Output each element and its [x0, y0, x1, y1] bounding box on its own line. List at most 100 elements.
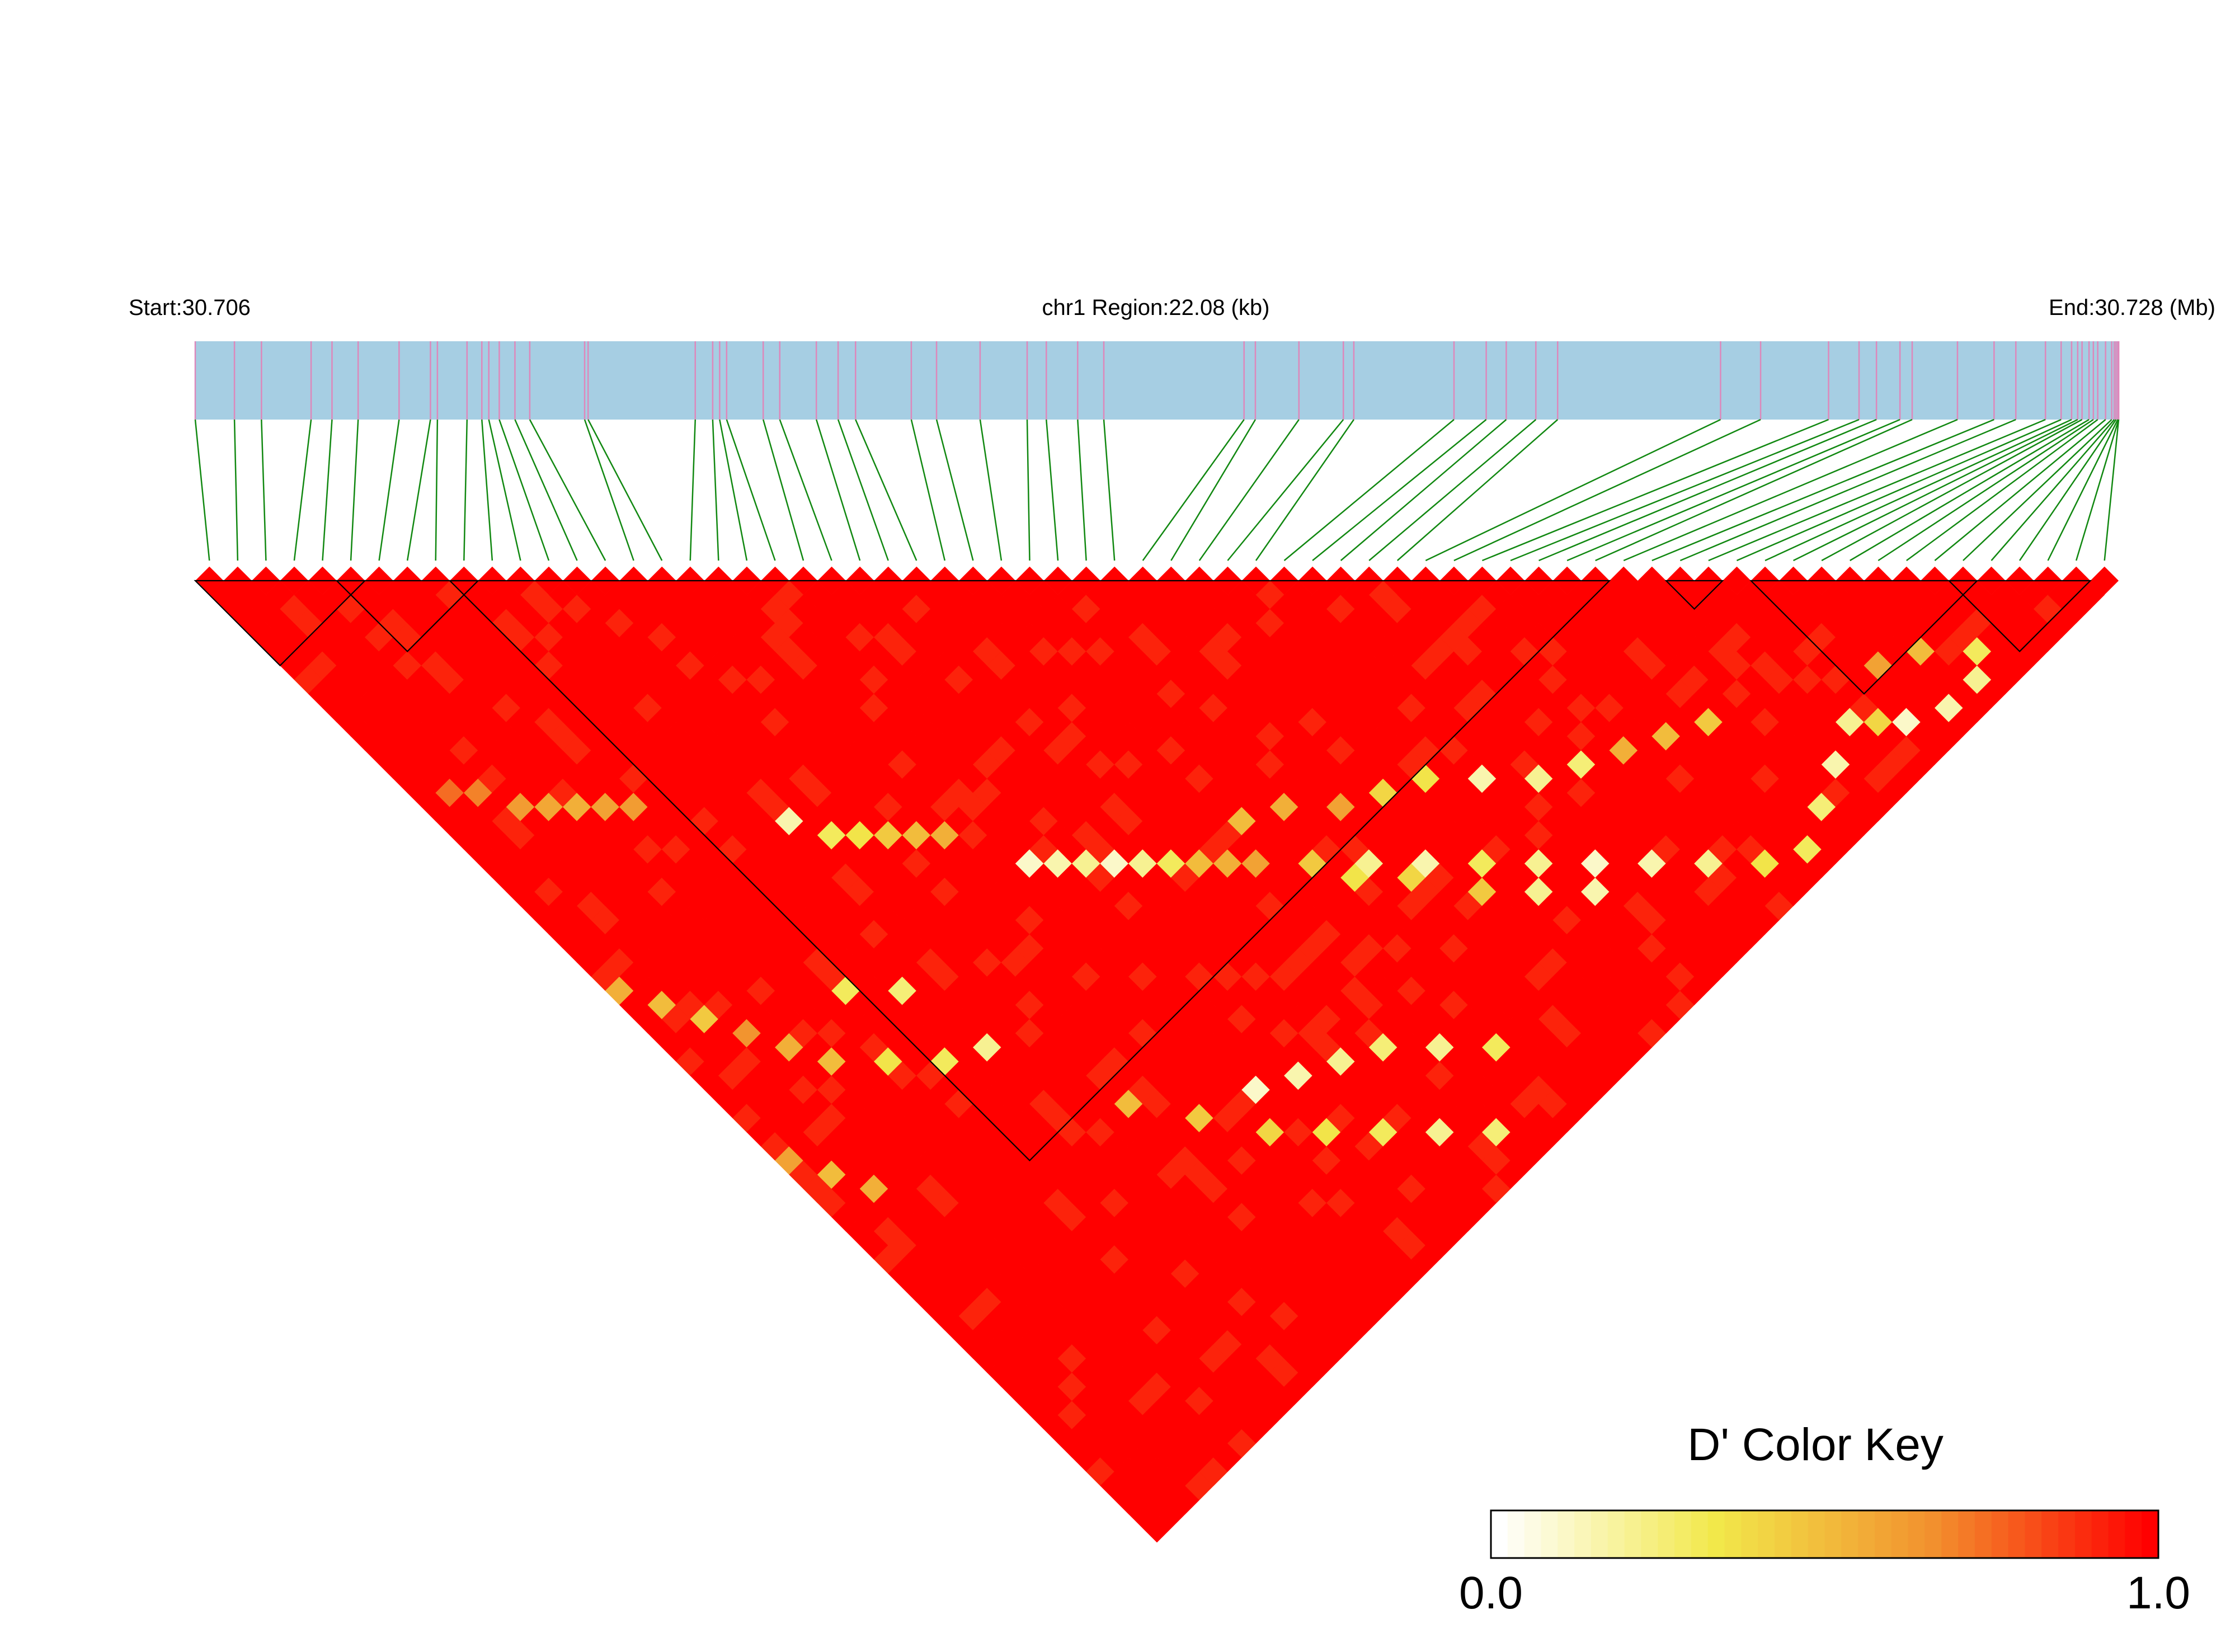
snp-connector: [763, 419, 804, 561]
color-key-bar: [1491, 1510, 2159, 1558]
ld-block-outline: [194, 580, 367, 667]
color-key-swatch: [1824, 1510, 1842, 1558]
snp-connector: [1142, 419, 1245, 561]
snp-connector: [514, 419, 578, 561]
snp-connector: [350, 419, 359, 561]
snp-connector: [1878, 418, 2094, 562]
snp-connector: [910, 419, 946, 561]
snp-connector: [1679, 418, 2016, 562]
snp-connector: [498, 419, 550, 561]
snp-connector: [1453, 418, 1761, 562]
snp-connector: [1170, 419, 1257, 561]
color-key-swatch: [1841, 1510, 1858, 1558]
end-label: End:30.728 (Mb): [2049, 295, 2215, 320]
snp-connector: [1566, 418, 1900, 562]
color-key-swatch: [1941, 1510, 1959, 1558]
snp-connector: [719, 419, 748, 561]
color-key-swatch: [2142, 1510, 2159, 1558]
snp-connector-lines: [194, 418, 2120, 562]
snp-connector: [529, 419, 606, 561]
color-key-title: D' Color Key: [1687, 1419, 1944, 1470]
snp-connector: [1821, 418, 2083, 562]
snp-connector: [378, 419, 400, 561]
gene-track-bar: [195, 341, 2119, 420]
color-key-swatch: [1724, 1510, 1742, 1558]
snp-connector: [1312, 419, 1487, 561]
snp-connector: [712, 419, 719, 561]
snp-connector: [1765, 418, 2072, 562]
snp-connector: [488, 419, 521, 561]
color-key-swatch: [1624, 1510, 1642, 1558]
snp-connector: [1595, 418, 1913, 562]
snp-connector: [1198, 419, 1300, 561]
color-key-swatch: [1641, 1510, 1658, 1558]
snp-connector: [481, 419, 493, 561]
snp-connector: [435, 419, 439, 561]
color-key-swatch: [1991, 1510, 2009, 1558]
ld-block-outline: [1664, 580, 1724, 610]
color-key-swatch: [2058, 1510, 2076, 1558]
color-key-swatch: [2025, 1510, 2042, 1558]
snp-connector: [1077, 419, 1087, 561]
color-key-swatch: [1775, 1510, 1792, 1558]
ld-haplotype-blocks: [194, 580, 2092, 1162]
snp-connector: [463, 419, 468, 561]
snp-connector: [233, 419, 239, 561]
snp-connector: [1046, 419, 1059, 561]
color-key-swatch: [1891, 1510, 1909, 1558]
snp-connector: [1538, 418, 1877, 562]
snp-connector: [1368, 419, 1537, 561]
ld-block-outline: [1749, 580, 1979, 695]
snp-connector: [1793, 418, 2078, 562]
color-key-max-label: 1.0: [2126, 1568, 2190, 1618]
snp-connector: [726, 419, 776, 561]
color-key-swatch: [1858, 1510, 1875, 1558]
snp-connector: [855, 419, 917, 561]
color-key-swatch: [1507, 1510, 1525, 1558]
snp-connector: [1255, 419, 1354, 561]
color-key-swatch: [1541, 1510, 1559, 1558]
ld-diagonal-marker: [1609, 566, 1638, 595]
color-key-swatch: [1658, 1510, 1675, 1558]
snp-connector: [815, 419, 861, 561]
color-key-swatch: [1707, 1510, 1725, 1558]
color-key-swatch: [1741, 1510, 1758, 1558]
snp-connector: [1510, 418, 1860, 562]
color-key-swatch: [2008, 1510, 2026, 1558]
snp-connector: [935, 419, 974, 561]
snp-connector: [293, 419, 312, 561]
snp-connector: [322, 419, 333, 561]
snp-connector: [1850, 418, 2090, 562]
snp-connector: [1708, 418, 2046, 562]
snp-connector: [1906, 418, 2098, 562]
region-label: chr1 Region:22.08 (kb): [1042, 295, 1270, 320]
snp-connector: [406, 419, 431, 561]
snp-connector: [837, 419, 889, 561]
color-key-swatch: [1758, 1510, 1775, 1558]
ld-block-outline: [448, 580, 1611, 1162]
snp-connector: [1736, 418, 2062, 562]
snp-connector: [1991, 419, 2115, 561]
snp-connector: [1481, 418, 1829, 562]
ld-triangle-cells: [209, 580, 2105, 1543]
ld-diagonal-marker: [1638, 566, 1667, 595]
color-key-min-label: 0.0: [1459, 1568, 1523, 1618]
ld-diagonal-marker: [2090, 566, 2119, 595]
snp-connector: [584, 419, 634, 561]
color-key-swatch: [2091, 1510, 2109, 1558]
color-key-swatch: [1524, 1510, 1542, 1558]
color-key-swatch: [2041, 1510, 2059, 1558]
color-key-swatch: [1607, 1510, 1625, 1558]
snp-connector: [779, 419, 832, 561]
color-key-swatch: [1875, 1510, 1892, 1558]
snp-connector: [2047, 419, 2119, 561]
snp-connector: [1227, 419, 1344, 561]
color-key-swatch: [1958, 1510, 1975, 1558]
ld-block-outline: [1947, 580, 2092, 652]
snp-connector: [1623, 418, 1958, 562]
color-key-swatch: [1908, 1510, 1926, 1558]
snp-connector: [1396, 419, 1559, 561]
color-key-swatch: [2074, 1510, 2092, 1558]
color-key-swatch: [1558, 1510, 1575, 1558]
